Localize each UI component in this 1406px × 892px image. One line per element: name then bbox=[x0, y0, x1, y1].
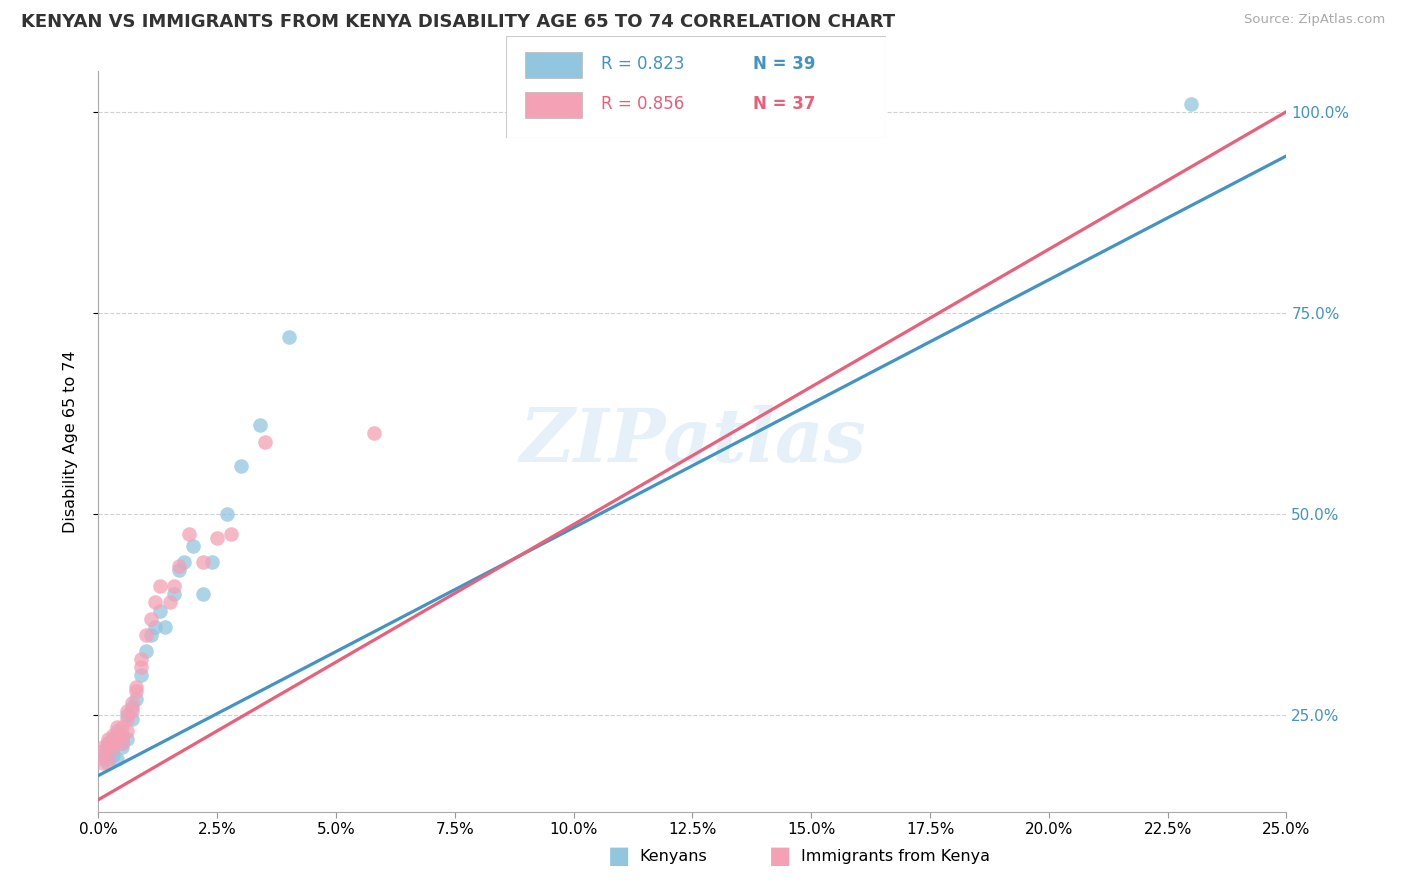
Text: Source: ZipAtlas.com: Source: ZipAtlas.com bbox=[1244, 13, 1385, 27]
Point bbox=[153, 619, 176, 633]
Text: ZIPatlas: ZIPatlas bbox=[519, 405, 866, 478]
Point bbox=[163, 587, 186, 601]
FancyBboxPatch shape bbox=[506, 36, 886, 138]
Point bbox=[149, 579, 172, 593]
Point bbox=[101, 736, 124, 750]
Point bbox=[121, 712, 143, 726]
Point bbox=[115, 708, 138, 723]
Point bbox=[207, 531, 229, 545]
Text: KENYAN VS IMMIGRANTS FROM KENYA DISABILITY AGE 65 TO 74 CORRELATION CHART: KENYAN VS IMMIGRANTS FROM KENYA DISABILI… bbox=[21, 13, 896, 31]
Point bbox=[91, 744, 114, 758]
Point bbox=[101, 740, 124, 755]
Point bbox=[107, 752, 129, 766]
Text: Immigrants from Kenya: Immigrants from Kenya bbox=[801, 849, 990, 863]
Point bbox=[97, 748, 120, 763]
Point bbox=[135, 628, 157, 642]
Point bbox=[91, 748, 114, 763]
Point bbox=[121, 700, 143, 714]
Point bbox=[159, 595, 181, 609]
Text: ■: ■ bbox=[607, 845, 630, 868]
Text: R = 0.856: R = 0.856 bbox=[602, 95, 685, 113]
Point bbox=[107, 732, 129, 747]
Point bbox=[229, 458, 252, 473]
Point bbox=[129, 668, 152, 682]
Point bbox=[129, 660, 152, 674]
Point bbox=[97, 756, 120, 771]
Point bbox=[97, 752, 120, 766]
Text: R = 0.823: R = 0.823 bbox=[602, 55, 685, 73]
Point bbox=[167, 559, 190, 574]
Point bbox=[101, 748, 124, 763]
Point bbox=[115, 724, 138, 739]
Point bbox=[121, 696, 143, 710]
Point bbox=[97, 740, 120, 755]
Point bbox=[111, 728, 134, 742]
Point bbox=[97, 732, 120, 747]
Point bbox=[277, 330, 299, 344]
Point bbox=[149, 603, 172, 617]
Text: ■: ■ bbox=[769, 845, 792, 868]
Point bbox=[201, 555, 224, 569]
Point bbox=[91, 740, 114, 755]
Point bbox=[121, 704, 143, 718]
Point bbox=[91, 756, 114, 771]
Point bbox=[1180, 96, 1202, 111]
Point bbox=[111, 736, 134, 750]
Point bbox=[125, 692, 148, 706]
Point bbox=[221, 527, 243, 541]
Point bbox=[97, 736, 120, 750]
FancyBboxPatch shape bbox=[526, 92, 582, 118]
Text: N = 39: N = 39 bbox=[754, 55, 815, 73]
Point bbox=[215, 507, 238, 521]
Point bbox=[115, 732, 138, 747]
Point bbox=[139, 611, 162, 625]
Point bbox=[191, 555, 214, 569]
Point bbox=[115, 704, 138, 718]
Point bbox=[101, 732, 124, 747]
Point bbox=[125, 684, 148, 698]
Y-axis label: Disability Age 65 to 74: Disability Age 65 to 74 bbox=[63, 351, 77, 533]
Point bbox=[253, 434, 276, 449]
Point bbox=[135, 644, 157, 658]
Point bbox=[125, 680, 148, 694]
FancyBboxPatch shape bbox=[526, 53, 582, 78]
Point bbox=[107, 732, 129, 747]
Point bbox=[97, 736, 120, 750]
Point bbox=[97, 740, 120, 755]
Point bbox=[107, 720, 129, 734]
Point bbox=[91, 752, 114, 766]
Point bbox=[191, 587, 214, 601]
Point bbox=[111, 740, 134, 755]
Text: Kenyans: Kenyans bbox=[640, 849, 707, 863]
Point bbox=[101, 740, 124, 755]
Point bbox=[363, 426, 385, 441]
Point bbox=[111, 732, 134, 747]
Point bbox=[145, 595, 167, 609]
Point bbox=[139, 628, 162, 642]
Point bbox=[173, 555, 195, 569]
Point bbox=[129, 652, 152, 666]
Point bbox=[101, 728, 124, 742]
Text: N = 37: N = 37 bbox=[754, 95, 815, 113]
Point bbox=[183, 539, 205, 553]
Point bbox=[249, 418, 271, 433]
Point bbox=[177, 527, 200, 541]
Point bbox=[111, 720, 134, 734]
Point bbox=[115, 712, 138, 726]
Point bbox=[91, 748, 114, 763]
Point bbox=[167, 563, 190, 577]
Point bbox=[145, 619, 167, 633]
Point bbox=[163, 579, 186, 593]
Point bbox=[111, 736, 134, 750]
Point bbox=[107, 724, 129, 739]
Point bbox=[101, 736, 124, 750]
